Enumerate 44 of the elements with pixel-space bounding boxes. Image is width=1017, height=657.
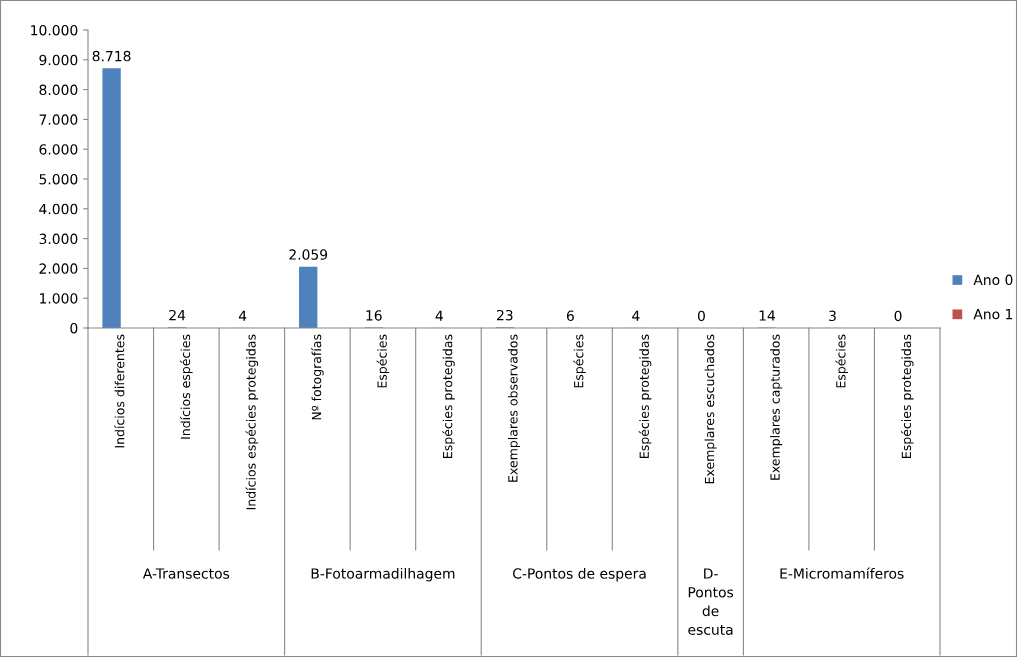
x-tick-label: Indícios espécies protegidas (245, 334, 259, 510)
data-label: 0 (697, 310, 705, 322)
x-tick-label: Nº fotografías (311, 334, 324, 420)
y-tick-label: 3.000 (39, 233, 78, 245)
x-tick-label: Espécies protegidas (442, 334, 455, 458)
data-label: 2.059 (289, 249, 328, 260)
x-tick-label: Espécies (573, 334, 586, 388)
data-label: 0 (894, 310, 902, 322)
y-tick-label: 2.000 (39, 263, 78, 274)
data-label: 14 (759, 310, 776, 321)
data-label: 6 (566, 310, 574, 321)
y-tick-label: 0 (70, 322, 78, 334)
text: D-Pontos de escuta (688, 568, 734, 635)
legend-label: Ano 1 (973, 309, 1013, 320)
y-tick-label: 7.000 (39, 114, 78, 125)
x-tick-label: Indícios diferentes (114, 334, 125, 448)
data-label: 16 (366, 310, 382, 321)
y-tick-label: 9.000 (39, 54, 78, 66)
y-tick-label: 4.000 (39, 203, 78, 215)
x-tick-label: Espécies protegidas (638, 334, 652, 458)
y-tick-label: 10.000 (31, 24, 78, 36)
x-tick-label: Espécies protegidas (900, 334, 914, 458)
x-tick-label: Espécies (835, 334, 848, 388)
text: E-Micromamíferos (780, 567, 904, 579)
text: B-Fotoarmadilhagem (311, 568, 455, 582)
data-label: 24 (169, 309, 186, 321)
x-tick-label: Exemplares escuchados (704, 334, 717, 484)
data-label: 3 (829, 310, 836, 322)
legend-label: Ano 0 (973, 274, 1013, 286)
y-tick-label: 1.000 (40, 293, 78, 304)
text: C-Pontos de espera (513, 568, 646, 582)
y-tick-label: 6.000 (39, 144, 78, 155)
text: A-Transectos (142, 568, 230, 579)
y-tick-label: 5.000 (39, 173, 78, 185)
x-tick-label: Espécies (376, 334, 390, 388)
data-label: 8.718 (92, 50, 131, 62)
x-tick-label: Exemplares capturados (770, 334, 783, 480)
data-label: 4 (238, 310, 247, 321)
data-label: 23 (497, 309, 513, 321)
data-label: 4 (435, 310, 443, 321)
x-tick-label: Exemplares observados (507, 334, 521, 482)
x-tick-label: Indícios espécies (180, 334, 193, 439)
data-label: 4 (632, 310, 640, 321)
y-tick-label: 8.000 (39, 84, 78, 96)
